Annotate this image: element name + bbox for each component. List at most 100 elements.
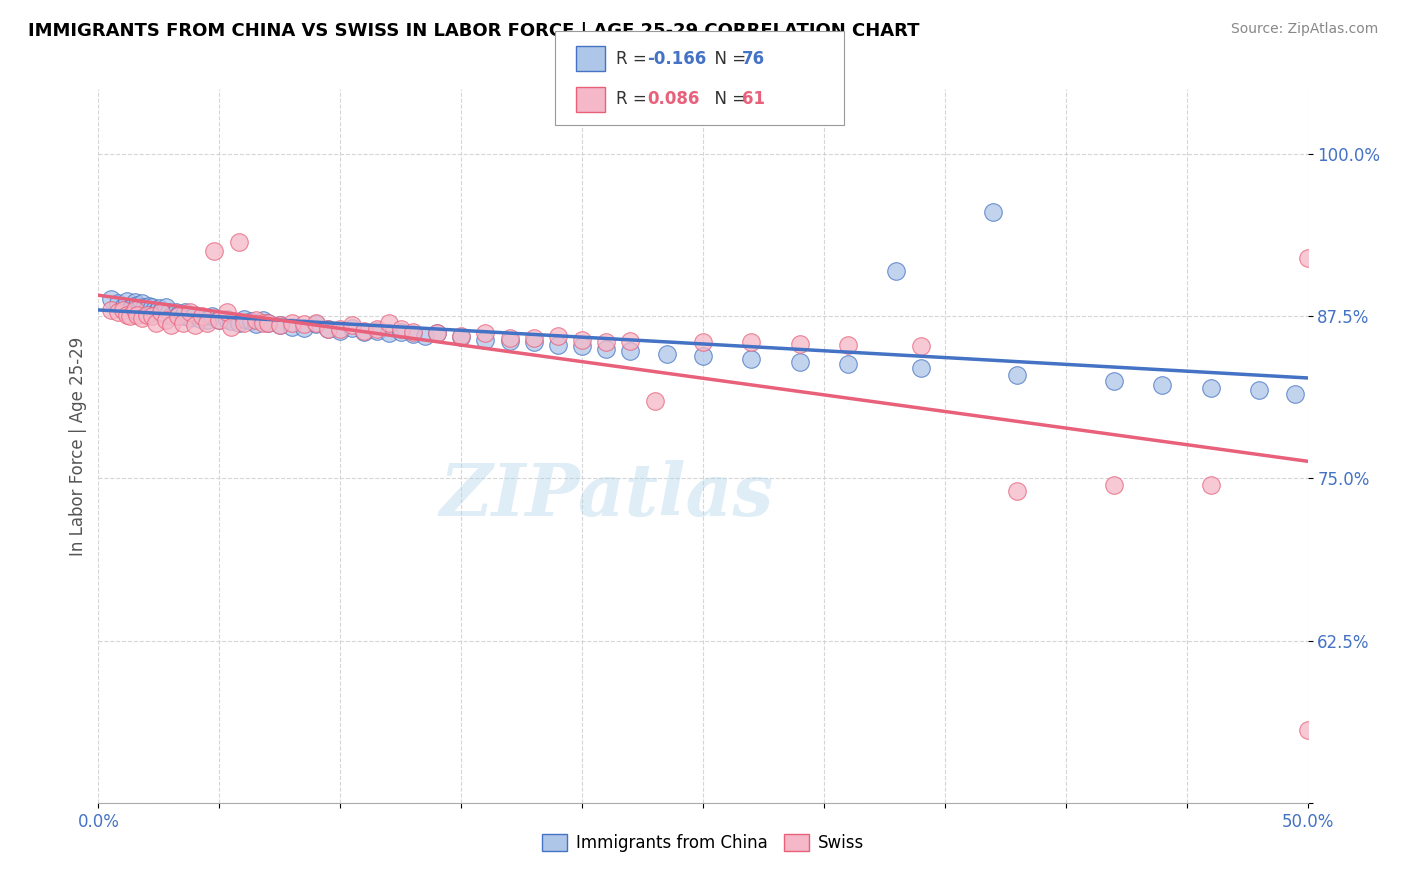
Point [143,302,166,317]
Point [523,335,546,350]
Point [389,325,412,339]
Point [353,324,375,338]
Point [377,326,399,340]
Point [305,317,328,331]
Text: 76: 76 [742,50,765,68]
Point [655,347,678,361]
Point [239,314,262,328]
Point [128,300,150,314]
Point [221,319,243,334]
Point [366,322,388,336]
Point [201,310,224,324]
Point [252,313,274,327]
Point [789,336,811,351]
Point [377,316,399,330]
Point [292,317,315,331]
Point [152,307,174,321]
Point [155,313,177,327]
Point [167,308,190,322]
Point [292,321,315,335]
Point [117,308,139,322]
Point [316,322,339,336]
Point [981,205,1004,219]
Point [245,317,267,331]
Point [1199,381,1222,395]
Point [124,295,146,310]
Point [135,308,157,322]
Point [191,310,214,324]
Point [208,313,231,327]
Point [118,310,141,324]
Point [692,335,714,350]
Point [160,310,183,324]
Point [215,305,238,319]
Point [413,328,436,343]
Point [342,318,364,333]
Point [837,338,859,352]
Point [269,318,291,333]
Point [523,331,546,345]
Point [145,305,167,319]
Point [107,305,129,319]
Point [619,344,641,359]
Point [692,350,714,364]
Point [910,361,932,376]
Point [167,310,190,324]
Point [141,310,163,324]
Point [127,297,149,311]
Point [1102,374,1125,388]
Point [195,316,218,330]
Point [595,342,617,356]
Point [131,310,153,325]
Point [245,313,267,327]
Point [107,296,129,310]
Point [402,325,425,339]
Point [740,352,762,367]
Point [172,316,194,330]
Point [1007,484,1029,499]
Text: Source: ZipAtlas.com: Source: ZipAtlas.com [1230,22,1378,37]
Point [1152,378,1174,392]
Point [127,308,149,322]
Point [131,296,153,310]
Point [172,310,194,324]
Point [117,293,139,308]
Point [155,300,177,314]
Text: -0.166: -0.166 [647,50,706,68]
Text: N =: N = [704,90,752,108]
Point [165,305,187,319]
Point [789,354,811,368]
Point [1296,723,1319,738]
Point [134,300,156,314]
Point [100,302,122,317]
Point [256,316,278,330]
Point [1284,387,1306,401]
Point [121,299,143,313]
Point [426,326,449,340]
Point [228,235,250,250]
Point [450,328,472,343]
Point [316,322,339,336]
Point [252,316,274,330]
Point [145,316,167,330]
Point [1007,368,1029,382]
Text: R =: R = [616,90,652,108]
Y-axis label: In Labor Force | Age 25-29: In Labor Force | Age 25-29 [69,336,87,556]
Point [595,335,617,350]
Point [157,305,180,319]
Point [837,357,859,371]
Point [195,313,218,327]
Point [111,302,134,317]
Point [886,264,908,278]
Text: R =: R = [616,50,652,68]
Point [619,334,641,348]
Point [221,314,243,328]
Point [138,299,160,313]
Point [353,325,375,339]
Point [184,318,207,333]
Point [547,328,569,343]
Point [150,305,173,319]
Point [100,293,122,307]
Point [402,327,425,342]
Point [571,333,593,347]
